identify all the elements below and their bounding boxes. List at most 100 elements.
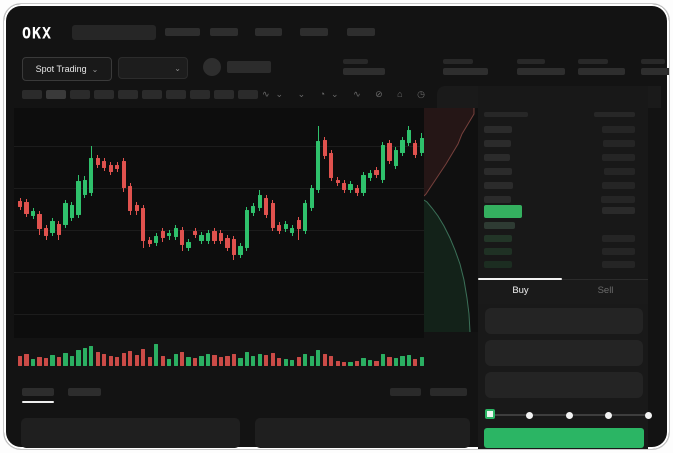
timeframe-button[interactable] bbox=[214, 90, 234, 99]
candle-body bbox=[115, 165, 120, 169]
volume-bar bbox=[50, 355, 55, 366]
timeframe-button[interactable] bbox=[118, 90, 138, 99]
chevron-down-icon: ⌄ bbox=[174, 63, 181, 73]
nav-item[interactable] bbox=[210, 28, 238, 36]
bid-row-price[interactable] bbox=[484, 222, 515, 229]
volume-bar bbox=[147, 357, 152, 366]
volume-bar bbox=[309, 356, 314, 366]
timeframe-button[interactable] bbox=[46, 90, 66, 99]
volume-bar bbox=[89, 346, 94, 366]
bottom-active-tab-underline bbox=[22, 401, 54, 403]
volume-bar bbox=[348, 362, 353, 366]
candle-body bbox=[173, 228, 178, 237]
volume-bar bbox=[244, 352, 249, 366]
ask-row-price[interactable] bbox=[484, 154, 510, 161]
ask-row-amount bbox=[602, 126, 635, 133]
bottom-action[interactable] bbox=[430, 388, 467, 396]
ticker-stat-label bbox=[641, 59, 665, 64]
chart-tool-icons[interactable]: ∿⌄ ⌄ ◔⌄ ∿ ⊘ ⌂ ◷ ⛶ bbox=[262, 89, 452, 99]
bid-row-amount bbox=[602, 248, 635, 255]
tab-sell[interactable]: Sell bbox=[597, 285, 614, 296]
candle-body bbox=[322, 140, 327, 156]
timeframe-button[interactable] bbox=[238, 90, 258, 99]
volume-histogram bbox=[14, 340, 424, 366]
okx-logo[interactable]: OKX bbox=[22, 23, 53, 43]
volume-bar bbox=[24, 354, 29, 366]
open-orders-table-placeholder[interactable] bbox=[21, 418, 240, 448]
bottom-tab[interactable] bbox=[68, 388, 101, 396]
app-window: OKX Spot Trading ⌄ ⌄ ∿⌄ ⌄ ◔⌄ ∿ ⊘ ⌂ ◷ ⛶ B… bbox=[3, 3, 670, 450]
timeframe-button[interactable] bbox=[190, 90, 210, 99]
candle-body bbox=[400, 140, 405, 153]
slider-stop-dot[interactable] bbox=[644, 412, 652, 419]
ask-row-amount bbox=[602, 154, 635, 161]
volume-bar bbox=[270, 353, 275, 366]
candle-body bbox=[192, 231, 198, 235]
bid-row-amount bbox=[602, 235, 635, 242]
bid-row-price[interactable] bbox=[484, 248, 512, 255]
volume-bar bbox=[329, 356, 334, 366]
market-type-dropdown[interactable]: Spot Trading ⌄ bbox=[22, 57, 112, 81]
nav-item[interactable] bbox=[165, 28, 200, 36]
candle-body bbox=[102, 161, 107, 168]
volume-bar bbox=[134, 355, 139, 366]
depth-chart bbox=[424, 108, 478, 332]
pair-dropdown[interactable]: ⌄ bbox=[118, 57, 188, 79]
volume-bar bbox=[277, 358, 282, 366]
timeframe-button[interactable] bbox=[22, 90, 42, 99]
nav-item[interactable] bbox=[255, 28, 282, 36]
candle-body bbox=[251, 206, 256, 213]
total-input[interactable] bbox=[485, 372, 643, 398]
candle-body bbox=[89, 158, 94, 193]
amount-input[interactable] bbox=[485, 340, 643, 366]
bid-row-price[interactable] bbox=[484, 235, 512, 242]
slider-stop-dot[interactable] bbox=[605, 412, 612, 419]
ask-depth-line bbox=[424, 108, 475, 197]
nav-item[interactable] bbox=[347, 28, 375, 36]
slider-handle[interactable] bbox=[485, 409, 495, 419]
timeframe-button[interactable] bbox=[94, 90, 114, 99]
bid-depth-area bbox=[424, 200, 470, 332]
ask-row-price[interactable] bbox=[484, 196, 511, 203]
volume-bar bbox=[296, 357, 301, 366]
ask-row-price[interactable] bbox=[484, 168, 512, 175]
candle-body bbox=[225, 238, 230, 248]
volume-bar bbox=[413, 359, 418, 366]
tab-buy[interactable]: Buy bbox=[512, 285, 529, 296]
volume-bar bbox=[82, 348, 87, 366]
slider-stop-dot[interactable] bbox=[565, 412, 573, 419]
volume-bar bbox=[173, 354, 178, 366]
timeframe-button[interactable] bbox=[142, 90, 162, 99]
candle-body bbox=[186, 242, 191, 248]
candle-body bbox=[18, 201, 23, 207]
ticker-stat-value bbox=[443, 68, 488, 75]
volume-bar bbox=[192, 358, 198, 366]
ask-row-amount bbox=[602, 207, 635, 214]
bottom-tab[interactable] bbox=[22, 388, 54, 396]
volume-bar bbox=[18, 356, 23, 366]
candle-body bbox=[180, 230, 185, 245]
bid-row-amount bbox=[602, 261, 635, 268]
bid-row-price[interactable] bbox=[484, 261, 512, 268]
candlestick-chart[interactable] bbox=[14, 108, 424, 338]
volume-bar bbox=[56, 357, 62, 366]
volume-bar bbox=[303, 354, 308, 366]
timeframe-button[interactable] bbox=[70, 90, 90, 99]
candle-body bbox=[309, 188, 314, 208]
ask-row-price[interactable] bbox=[484, 140, 511, 147]
volume-bar bbox=[218, 357, 224, 366]
order-history-table-placeholder[interactable] bbox=[255, 418, 470, 448]
ask-row-price[interactable] bbox=[484, 126, 512, 133]
slider-stop-dot[interactable] bbox=[526, 412, 533, 419]
ask-row-amount bbox=[604, 168, 635, 175]
ask-row-price[interactable] bbox=[484, 182, 513, 189]
candle-body bbox=[387, 143, 392, 161]
nav-item[interactable] bbox=[300, 28, 328, 36]
timeframe-button[interactable] bbox=[166, 90, 186, 99]
search-input[interactable] bbox=[72, 25, 156, 40]
price-input[interactable] bbox=[485, 308, 643, 334]
volume-bar bbox=[342, 362, 347, 366]
buy-submit-button[interactable] bbox=[484, 428, 644, 448]
candle-body bbox=[121, 161, 126, 188]
bottom-action[interactable] bbox=[390, 388, 421, 396]
